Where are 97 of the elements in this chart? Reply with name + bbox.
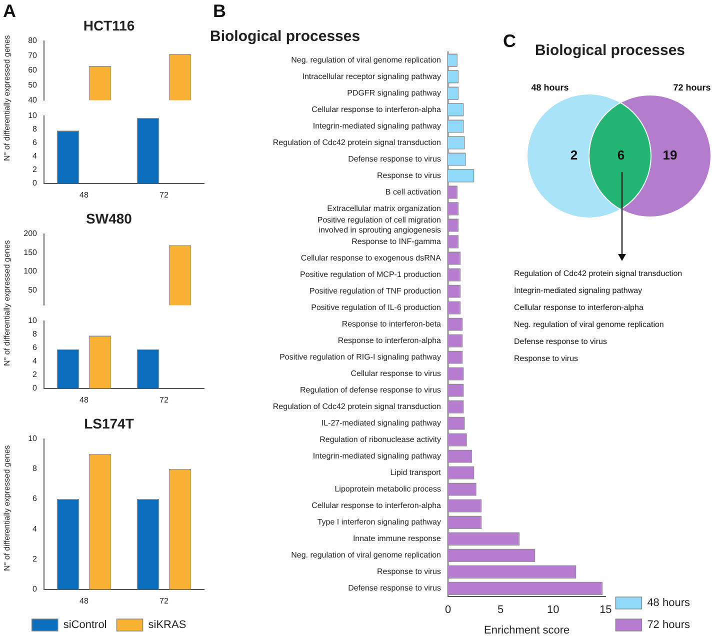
y-tick-label: Neg. regulation of viral genome replication xyxy=(291,550,441,560)
y-tick-label: Lipid transport xyxy=(390,468,442,478)
x-tick-label: 48 xyxy=(80,395,89,404)
y-tick-label: Positive regulation of RIG-I signaling pathway xyxy=(280,352,441,362)
y-tick-label: 6 xyxy=(32,138,38,148)
y-tick-label: 8 xyxy=(32,124,38,134)
y-tick-label: Type I interferon signaling pathway xyxy=(317,518,441,527)
legend-label: siKRAS xyxy=(148,619,186,632)
y-tick-label: 4 xyxy=(32,524,38,534)
y-tick-label: 8 xyxy=(32,464,38,474)
data-label: 19 xyxy=(662,148,678,163)
text: B xyxy=(213,1,226,21)
y-tick-label: Response to virus xyxy=(376,170,441,180)
y-tick-label: Response to interferon-beta xyxy=(342,320,442,329)
y-tick-label: 0 xyxy=(32,384,38,393)
annotation: Cellular response to interferon-alpha xyxy=(514,303,644,312)
y-tick-label: Response to INF-gamma xyxy=(352,236,442,246)
y-tick-label: Regulation of Cdc42 protein signal transduction xyxy=(272,402,441,412)
y-tick-label: 50 xyxy=(28,285,38,294)
legend-label: siControl xyxy=(63,619,107,632)
y-tick-label: Cellular response to exogenous dsRNA xyxy=(300,253,442,262)
y-tick-label: Extracellular matrix organization xyxy=(327,204,441,213)
y-tick-label: 4 xyxy=(32,152,38,161)
x-tick-label: 10 xyxy=(547,604,560,616)
y-tick-label: 2 xyxy=(32,370,38,380)
chart-title: LS174T xyxy=(84,415,134,432)
y-tick-label: 4 xyxy=(32,356,38,366)
y-tick-label: Cellular response to interferon-alpha xyxy=(312,501,442,510)
y-tick-label: 2 xyxy=(32,165,38,174)
y-tick-label: Regulation of Cdc42 protein signal transduction xyxy=(272,138,441,147)
y-tick-label: 6 xyxy=(32,494,38,504)
text: C xyxy=(503,31,516,51)
text: Biological processes xyxy=(210,28,360,46)
y-tick-label: 2 xyxy=(32,554,38,564)
annotation: Defense response to virus xyxy=(514,337,607,346)
y-tick-label: 10 xyxy=(28,316,38,326)
y-tick-label: 10 xyxy=(28,434,38,444)
y-tick-label: 0 xyxy=(32,584,38,594)
y-tick-label: Integrin-mediated signaling pathway xyxy=(312,452,441,461)
y-axis-title: N° of differentially expressed genes xyxy=(2,239,12,368)
y-tick-label: 40 xyxy=(28,95,38,104)
x-tick-label: 72 xyxy=(160,395,169,404)
annotation: Response to virus xyxy=(514,354,578,363)
text: Biological processes xyxy=(534,42,686,60)
text: A xyxy=(3,1,16,21)
y-axis-title: N° of differentially expressed genes xyxy=(2,444,12,573)
x-tick-label: 5 xyxy=(498,604,504,616)
x-axis-title: Enrichment score xyxy=(484,624,570,636)
x-tick-label: 48 xyxy=(80,190,89,200)
y-tick-label: Positive regulation of IL-6 production xyxy=(311,303,441,312)
y-tick-label: 10 xyxy=(28,111,38,120)
y-tick-label: 80 xyxy=(28,36,38,46)
y-tick-label: 200 xyxy=(24,229,38,238)
data-label: 2 xyxy=(570,148,578,163)
y-tick-label: Positive regulation of cell migration involved in sprouting angiogenesis xyxy=(317,216,441,234)
y-tick-label: 60 xyxy=(28,66,38,75)
legend-label: 48 hours xyxy=(647,597,690,610)
y-tick-label: 70 xyxy=(28,50,38,60)
category-label: 72 hours xyxy=(673,82,711,92)
y-tick-label: Neg. regulation of viral genome replication xyxy=(291,55,441,64)
y-tick-label: Defense response to virus xyxy=(348,154,441,164)
legend-label: 72 hours xyxy=(647,619,690,632)
y-tick-label: 150 xyxy=(24,248,38,257)
y-tick-label: Innate immune response xyxy=(352,534,442,544)
y-tick-label: 6 xyxy=(32,343,38,352)
y-tick-label: 8 xyxy=(32,330,38,339)
y-tick-label: Defense response to virus xyxy=(348,584,441,593)
x-tick-label: 15 xyxy=(600,604,612,616)
y-tick-label: 50 xyxy=(28,80,38,90)
y-tick-label: PDGFR signaling pathway xyxy=(347,88,441,98)
y-tick-label: Regulation of defense response to virus xyxy=(300,386,441,395)
y-tick-label: Regulation of ribonuclease activity xyxy=(320,435,441,444)
y-tick-label: IL-27-mediated signaling pathway xyxy=(321,418,441,428)
y-tick-label: Positive regulation of MCP-1 production xyxy=(300,270,441,279)
x-tick-label: 48 xyxy=(80,596,89,606)
data-label: 6 xyxy=(617,148,625,163)
annotation: Neg. regulation of viral genome replication xyxy=(514,320,664,329)
y-tick-label: Cellular response to virus xyxy=(350,369,441,378)
y-tick-label: Positive regulation of TNF production xyxy=(310,286,441,296)
y-tick-label: 0 xyxy=(32,178,38,188)
annotation: Regulation of Cdc42 protein signal transduction xyxy=(514,269,682,278)
y-tick-label: Response to virus xyxy=(376,567,441,576)
y-tick-label: 100 xyxy=(24,266,38,276)
y-tick-label: Integrin-mediated signaling pathway xyxy=(312,121,441,130)
y-tick-label: Intracellular receptor signaling pathway xyxy=(302,72,441,81)
y-tick-label: Lipoprotein metabolic process xyxy=(334,484,441,494)
y-tick-label: Response to interferon-alpha xyxy=(338,336,442,346)
y-tick-label: Cellular response to interferon-alpha xyxy=(312,104,442,114)
y-axis-title: N° of differentially expressed genes xyxy=(2,35,12,161)
annotation: Integrin-mediated signaling pathway xyxy=(514,286,642,295)
category-label: 48 hours xyxy=(531,82,569,92)
y-tick-label: B cell activation xyxy=(385,187,441,196)
x-tick-label: 0 xyxy=(444,604,452,616)
x-tick-label: 72 xyxy=(160,596,169,606)
chart-title: HCT116 xyxy=(83,17,135,34)
x-tick-label: 72 xyxy=(160,190,169,200)
chart-title: SW480 xyxy=(86,210,132,226)
